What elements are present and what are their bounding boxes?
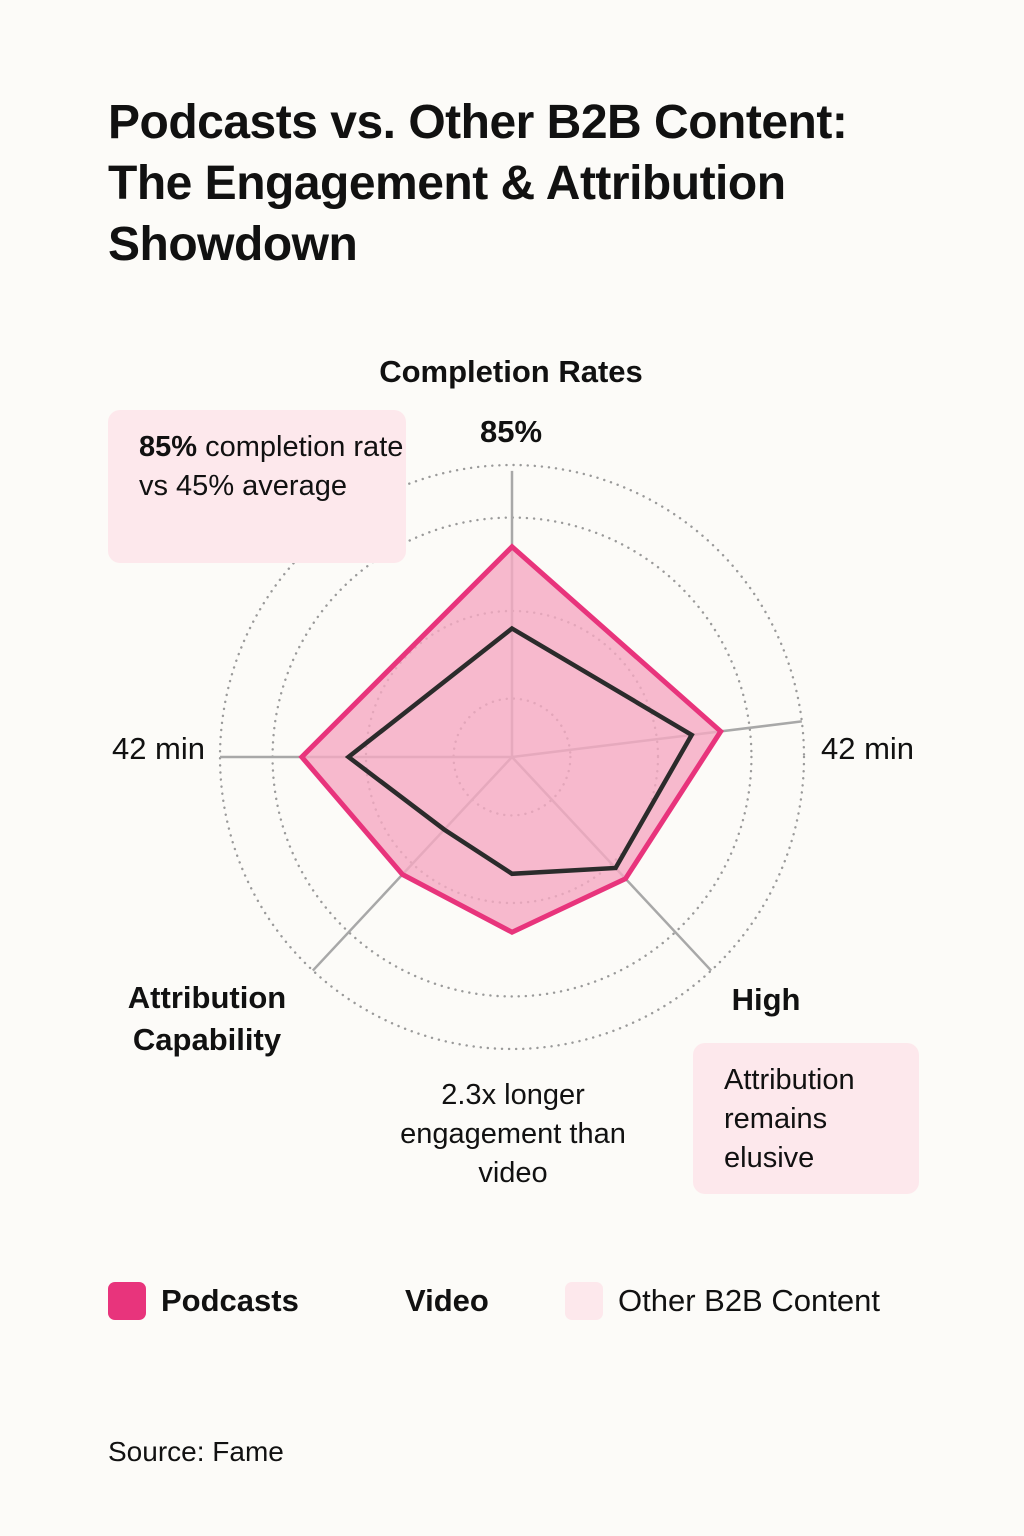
- legend-item-other: Other B2B Content: [565, 1281, 880, 1321]
- radar-labels: Completion Rates 85% 42 min High Attribution…: [112, 354, 914, 1057]
- completion-callout-text: completion rate vs 45% average: [139, 431, 404, 502]
- legend-swatch-podcasts: [108, 1282, 146, 1320]
- axis-value-right-42min: 42 min: [821, 731, 914, 766]
- legend-swatch-other: [565, 1282, 603, 1320]
- legend-label-podcasts: Podcasts: [161, 1283, 299, 1318]
- legend-label-other: Other B2B Content: [618, 1283, 880, 1318]
- engagement-note: 2.3x longer engagement than video: [400, 1079, 626, 1189]
- chart-title-line-1: Podcasts vs. Other B2B Content:: [108, 96, 848, 149]
- completion-callout: 85% completion rate vs 45% average: [108, 410, 406, 563]
- legend: Podcasts Video Other B2B Content: [108, 1281, 928, 1321]
- chart-title-line-2: The Engagement & Attribution: [108, 157, 786, 210]
- radar-series: [298, 543, 724, 935]
- chart-title: Podcasts vs. Other B2B Content: The Enga…: [108, 92, 948, 275]
- attribution-callout-text: Attribution remains elusive: [724, 1064, 855, 1174]
- axis-value-left-42min: 42 min: [112, 731, 205, 766]
- attribution-callout: Attribution remains elusive: [693, 1043, 919, 1194]
- chart-title-line-3: Showdown: [108, 218, 358, 271]
- axis-value-completion: 85%: [480, 414, 542, 449]
- axis-label-completion-rates: Completion Rates: [379, 354, 643, 389]
- source-note: Source: Fame: [108, 1436, 284, 1467]
- series-podcasts-polygon: [298, 543, 724, 935]
- legend-label-video: Video: [405, 1283, 489, 1318]
- series-video-polygon: [344, 625, 695, 877]
- axis-label-capability: Capability: [133, 1022, 282, 1057]
- legend-item-podcasts: Podcasts: [108, 1281, 299, 1321]
- legend-item-video: Video: [405, 1281, 489, 1321]
- completion-callout-bold: 85%: [139, 431, 198, 463]
- axis-label-high: High: [732, 982, 801, 1017]
- axis-label-attribution: Attribution: [128, 980, 286, 1015]
